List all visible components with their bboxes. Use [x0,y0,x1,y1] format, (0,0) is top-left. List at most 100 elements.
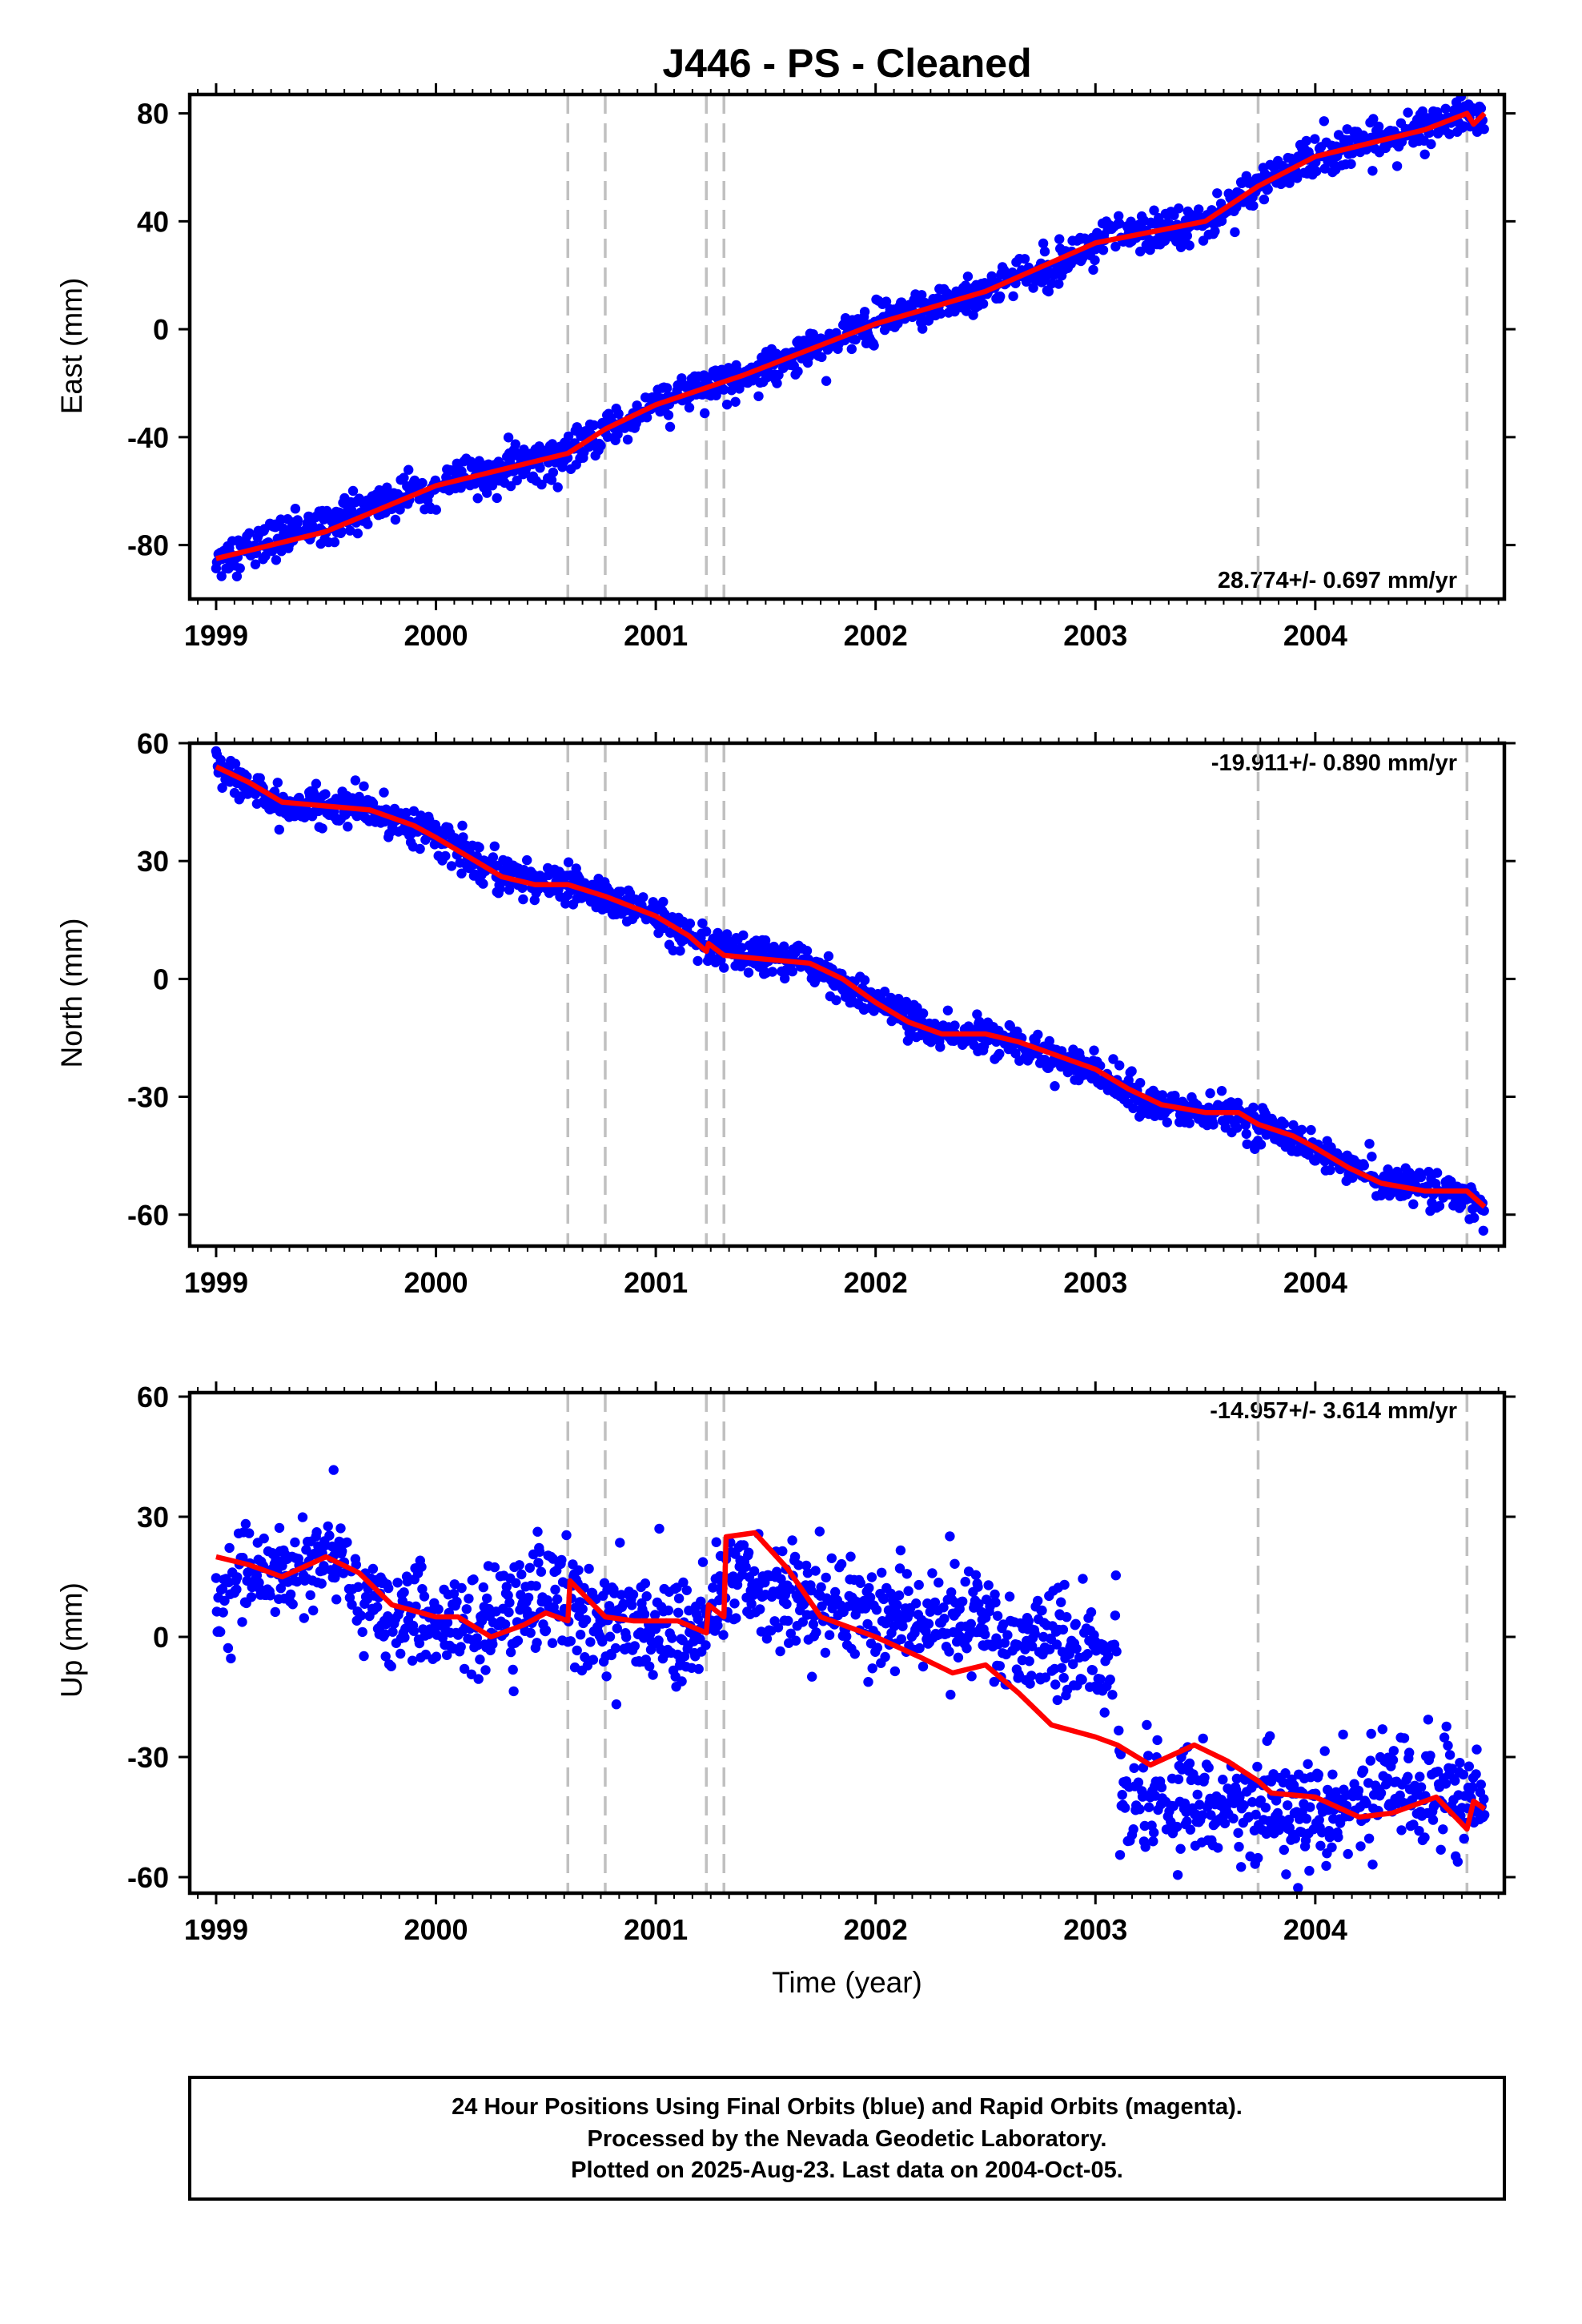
data-point [1444,1750,1456,1760]
data-point [1435,1844,1446,1855]
data-point [1443,1740,1453,1751]
data-point [1056,1046,1067,1056]
data-point [459,1663,470,1675]
data-point [516,1590,526,1600]
data-point [512,475,522,486]
data-point [500,1619,511,1630]
data-point [711,390,721,400]
data-point [862,1618,873,1630]
up-rate-label: -14.957+/- 3.614 mm/yr [1210,1398,1457,1424]
data-point [677,373,687,384]
data-point [628,1589,639,1600]
data-point [1279,1844,1290,1856]
data-point [1403,1771,1413,1782]
data-point [1468,1782,1478,1792]
east-rate-label: 28.774+/- 0.697 mm/yr [1218,568,1457,593]
data-point [730,396,741,407]
data-point [457,820,468,831]
data-point [1114,1060,1125,1071]
data-point [552,482,563,493]
data-point [1274,1824,1284,1835]
data-point [1438,1824,1448,1835]
y-tick-label: 0 [153,963,169,995]
data-point [1045,1644,1055,1655]
data-point [1105,1675,1115,1685]
data-point [1377,1724,1388,1735]
east-panel: East (mm) 28.774+/- 0.697 mm/yr 1999 2000… [55,83,1516,652]
data-point [807,1671,817,1682]
data-point [663,1605,674,1616]
data-point [472,493,483,504]
data-point [992,1610,1003,1622]
data-point [950,1558,960,1570]
data-point [776,1574,786,1584]
data-point [363,519,373,529]
data-point [1149,205,1159,215]
data-point [291,1576,303,1587]
data-point [701,927,712,937]
footer-line-2: Processed by the Nevada Geodetic Laborat… [588,2126,1107,2152]
data-point [1234,1841,1244,1852]
data-point [1439,1732,1450,1743]
data-point [962,271,974,282]
data-point [1111,1647,1122,1657]
data-point [561,1530,572,1541]
data-point [1415,1782,1427,1792]
data-point [560,899,571,909]
y-tick-label: 0 [153,1621,169,1654]
data-point [516,1569,527,1580]
data-point [329,537,340,548]
data-point [990,1589,1000,1600]
data-point [244,528,255,538]
data-point [1255,1140,1267,1150]
data-point [1043,286,1054,297]
y-tick-label: 60 [137,727,169,760]
data-point [532,1638,542,1648]
data-point [1010,1048,1021,1059]
data-point [572,1645,582,1656]
data-point [1133,1777,1144,1787]
data-point [611,1699,622,1710]
data-point [629,1641,640,1651]
x-tick-label: 2003 [1063,1266,1127,1299]
data-point [1019,254,1030,264]
data-point [1236,178,1247,189]
data-point [1434,1200,1445,1212]
data-point [787,966,797,977]
data-point [936,308,946,319]
data-point [871,1605,882,1615]
data-point [1195,1799,1205,1810]
data-point [640,1578,651,1589]
data-point [317,823,327,834]
data-point [661,383,673,393]
data-point [1050,1081,1060,1092]
data-point [1038,238,1049,249]
data-point [668,945,678,956]
east-ylabel: East (mm) [55,278,88,415]
data-point [714,1571,725,1582]
data-point [880,1651,890,1663]
x-tick-label: 2003 [1063,619,1127,652]
data-point [285,1589,296,1600]
data-point [1426,139,1436,150]
data-point [821,376,832,386]
data-point [1050,1679,1061,1690]
data-point [518,894,528,905]
data-point [274,1522,285,1534]
data-point [673,1593,685,1604]
y-tick-label: -60 [127,1199,169,1232]
data-point [632,400,642,411]
data-point [342,1537,352,1548]
data-point [580,1614,592,1626]
data-point [1089,1045,1099,1055]
data-point [1095,1674,1106,1684]
data-point [917,1661,929,1672]
data-point [999,1638,1010,1648]
data-point [297,1512,308,1522]
data-point [480,1665,491,1675]
data-point [216,571,227,581]
data-point [1283,1800,1293,1811]
data-point [1174,203,1184,214]
data-point [1128,1824,1138,1835]
data-point [1051,1639,1062,1650]
